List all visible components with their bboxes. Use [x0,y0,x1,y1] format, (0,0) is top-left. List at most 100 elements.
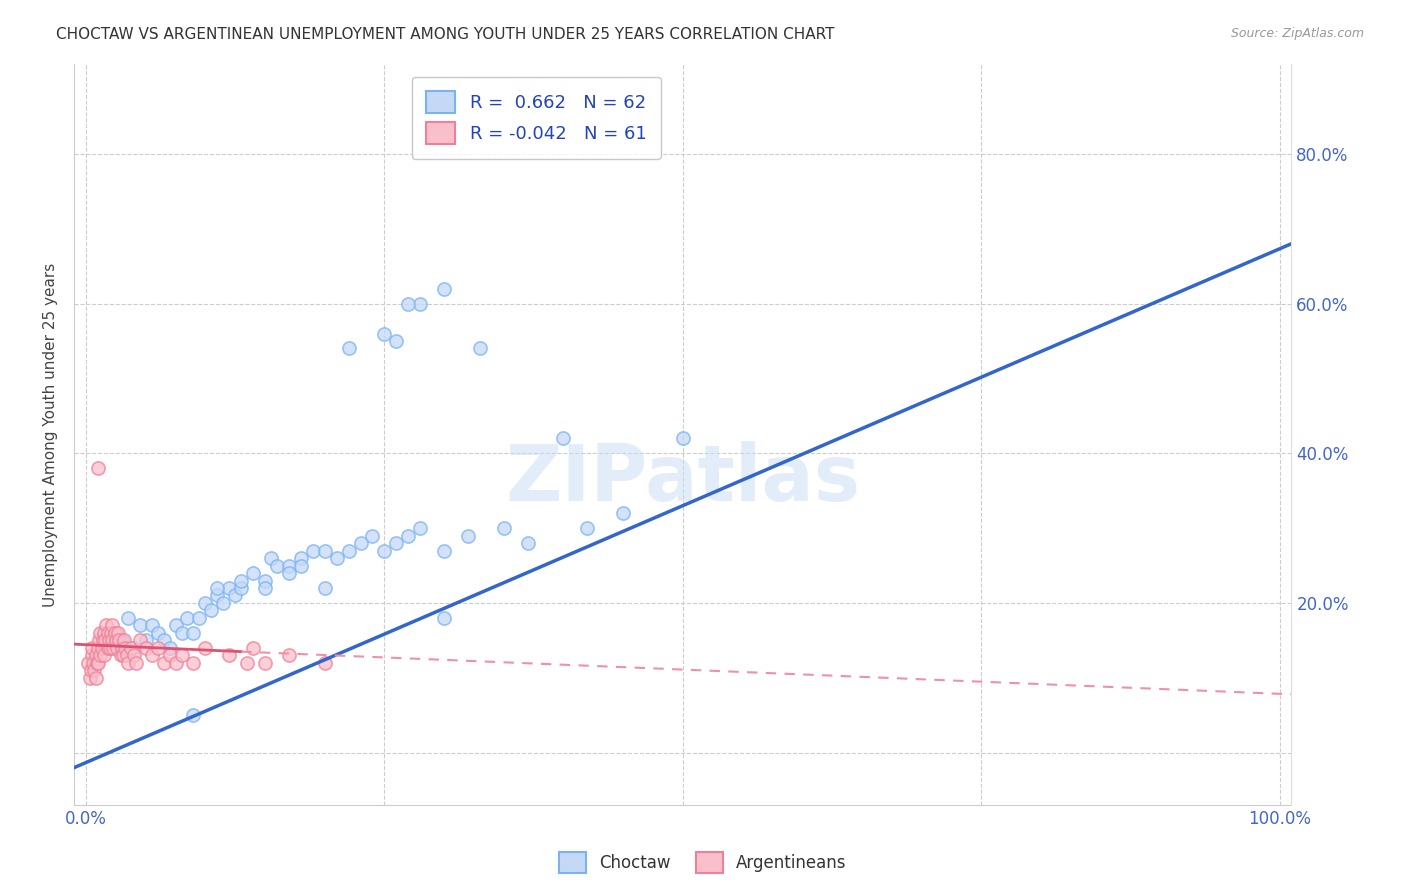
Point [111,633,134,648]
Point [337,342,360,356]
Point [94,633,117,648]
Point [108,633,131,648]
Point [135,640,157,655]
Point [83,664,105,678]
Point [87,461,110,475]
Point [89,633,111,648]
Point [104,633,127,648]
Point [385,536,408,550]
Point [314,543,336,558]
Point [218,581,240,595]
Point [80,648,103,663]
Point [194,596,217,610]
Point [84,648,107,663]
Point [97,633,120,648]
Point [117,611,139,625]
Point [86,656,108,670]
Point [396,296,419,310]
Point [254,581,277,595]
Point [260,551,283,566]
Point [117,656,139,670]
Point [89,626,111,640]
Point [141,648,163,663]
Point [409,296,432,310]
Point [516,536,538,550]
Point [576,521,599,535]
Point [122,640,145,655]
Legend: R =  0.662   N = 62, R = -0.042   N = 61: R = 0.662 N = 62, R = -0.042 N = 61 [412,77,661,159]
Point [183,656,205,670]
Point [468,342,491,356]
Point [87,656,110,670]
Point [96,618,118,632]
Point [290,551,312,566]
Point [492,521,515,535]
Point [125,656,148,670]
Text: ZIPatlas: ZIPatlas [505,441,860,517]
Point [218,648,240,663]
Point [236,656,259,670]
Point [373,326,395,341]
Point [146,626,169,640]
Point [612,506,634,520]
Point [165,656,187,670]
Point [242,566,264,580]
Point [159,648,181,663]
Point [98,640,121,655]
Point [200,603,222,617]
Point [254,656,277,670]
Point [207,589,229,603]
Point [277,566,299,580]
Point [96,640,118,655]
Point [93,626,115,640]
Point [301,543,323,558]
Point [194,640,217,655]
Point [277,558,299,573]
Point [325,551,347,566]
Point [152,633,174,648]
Point [114,640,136,655]
Point [98,640,121,655]
Point [93,648,115,663]
Point [79,671,101,685]
Point [212,596,235,610]
Point [100,626,122,640]
Point [242,640,264,655]
Point [141,618,163,632]
Point [146,640,169,655]
Point [183,626,205,640]
Point [266,558,288,573]
Point [373,543,395,558]
Point [89,648,111,663]
Point [290,558,312,573]
Point [80,640,103,655]
Point [254,574,277,588]
Point [128,618,150,632]
Point [128,633,150,648]
Point [277,648,299,663]
Point [82,656,104,670]
Point [104,626,127,640]
Text: CHOCTAW VS ARGENTINEAN UNEMPLOYMENT AMONG YOUTH UNDER 25 YEARS CORRELATION CHART: CHOCTAW VS ARGENTINEAN UNEMPLOYMENT AMON… [56,27,835,42]
Point [101,633,124,648]
Point [101,618,124,632]
Point [122,648,145,663]
Point [231,581,253,595]
Point [96,626,118,640]
Point [409,521,432,535]
Point [433,611,456,625]
Point [112,633,135,648]
Point [337,543,360,558]
Point [385,334,408,348]
Text: Source: ZipAtlas.com: Source: ZipAtlas.com [1230,27,1364,40]
Point [396,528,419,542]
Point [361,528,384,542]
Point [103,640,125,655]
Point [115,648,138,663]
Point [314,656,336,670]
Point [159,640,181,655]
Point [457,528,479,542]
Point [170,626,193,640]
Point [224,589,246,603]
Point [207,581,229,595]
